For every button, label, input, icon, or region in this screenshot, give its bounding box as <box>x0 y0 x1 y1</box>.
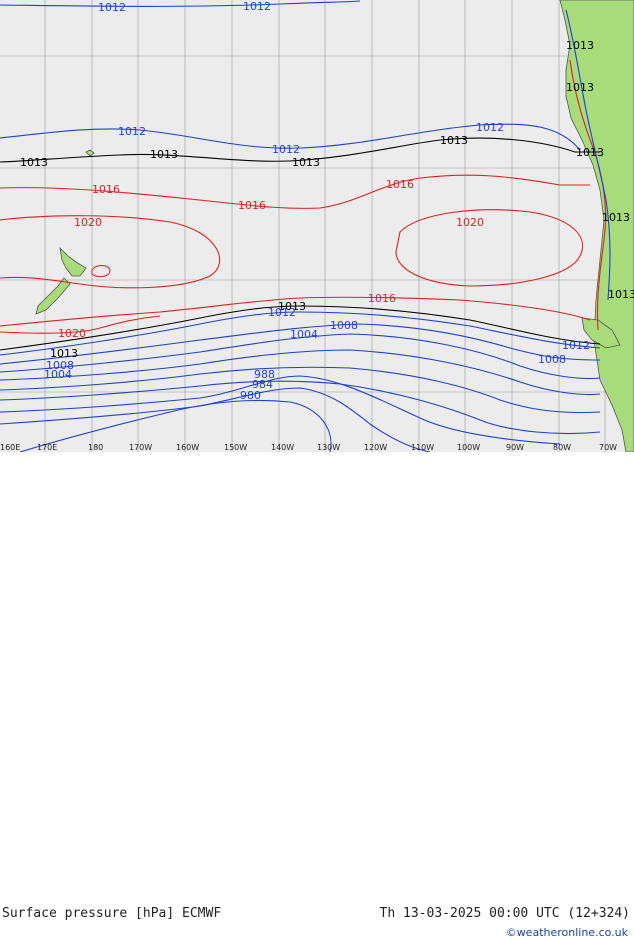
isobar-label: 1016 <box>368 292 396 305</box>
isobar-label: 1013 <box>278 300 306 313</box>
isobar-label: 1013 <box>566 39 594 52</box>
isobar-label: 1016 <box>238 199 266 212</box>
isobar-1013-upper <box>0 137 600 163</box>
isobar-label: 1020 <box>74 216 102 229</box>
valid-time: Th 13-03-2025 00:00 UTC (12+324) <box>379 906 630 921</box>
isobar-1013-lower <box>0 305 601 351</box>
footer-bar: Surface pressure [hPa] ECMWF Th 13-03-20… <box>0 452 634 939</box>
longitude-label: 150W <box>224 443 247 452</box>
isobar-label: 1008 <box>330 319 358 332</box>
isobar-coast-red <box>569 59 607 331</box>
isobar-1016-upper <box>0 174 590 209</box>
longitude-label: 110W <box>411 443 434 452</box>
longitude-label: 70W <box>599 443 617 452</box>
graticule <box>0 0 634 452</box>
isobar-label: 1012 <box>243 0 271 13</box>
isobar-label: 1013 <box>20 156 48 169</box>
isobar-label: 1013 <box>566 81 594 94</box>
isobar-label: 1012 <box>272 143 300 156</box>
ocean-background <box>0 0 634 452</box>
isobar-label: 1008 <box>46 359 74 372</box>
land-areas <box>35 0 634 452</box>
isobar-label: 1020 <box>456 216 484 229</box>
isobar-988 <box>0 375 561 445</box>
isobar-label: 1013 <box>576 146 604 159</box>
longitude-label: 160W <box>176 443 199 452</box>
tierra-del-fuego <box>581 317 621 349</box>
isobar-1004 <box>0 333 601 380</box>
isobar-label-layer: 1012 1012 1012 1012 1012 1013 1013 1013 … <box>20 0 634 402</box>
copyright-link[interactable]: ©weatheronline.co.uk <box>505 926 628 939</box>
longitude-label: 170E <box>37 443 57 452</box>
fiji-islands <box>85 149 95 157</box>
isobar-label: 984 <box>252 378 273 391</box>
isobar-label: 1020 <box>58 327 86 340</box>
pressure-map: 1012 1012 1012 1012 1012 1013 1013 1013 … <box>0 0 634 452</box>
new-zealand-south-island <box>35 277 71 315</box>
isobar-996 <box>0 366 601 414</box>
isobar-label: 1012 <box>562 339 590 352</box>
isobar-label: 1013 <box>440 134 468 147</box>
isobar-label: 1012 <box>98 1 126 14</box>
isobar-1020-east <box>395 209 584 287</box>
isobar-label: 1013 <box>150 148 178 161</box>
isobar-1012-top <box>0 0 361 7</box>
longitude-label: 180 <box>88 443 103 452</box>
isobar-984 <box>0 387 431 452</box>
isobar-label: 1004 <box>290 328 318 341</box>
isobar-1000 <box>0 349 601 396</box>
isobar-1012-lower <box>0 311 601 356</box>
isobar-label: 980 <box>240 389 261 402</box>
isobar-label: 1013 <box>50 347 78 360</box>
isobar-980 <box>19 399 332 452</box>
isobar-label: 1012 <box>268 306 296 319</box>
isobar-label: 1012 <box>476 121 504 134</box>
isobar-label: 1016 <box>386 178 414 191</box>
longitude-label: 80W <box>553 443 571 452</box>
chart-title: Surface pressure [hPa] ECMWF <box>2 906 222 921</box>
longitude-axis: 160E 170E 180 170W 160W 150W 140W 130W 1… <box>0 443 617 452</box>
longitude-label: 90W <box>506 443 524 452</box>
isobar-1008 <box>0 323 601 365</box>
isobar-label: 1012 <box>118 125 146 138</box>
longitude-label: 160E <box>0 443 20 452</box>
longitude-label: 170W <box>129 443 152 452</box>
longitude-label: 130W <box>317 443 340 452</box>
isobar-label: 988 <box>254 368 275 381</box>
isobar-1020-nz <box>91 264 111 278</box>
isobar-label: 1016 <box>92 183 120 196</box>
isobar-label: 1013 <box>292 156 320 169</box>
longitude-label: 120W <box>364 443 387 452</box>
isobar-1012-upper <box>0 123 581 151</box>
isobar-label: 1013 <box>608 288 634 301</box>
longitude-label: 140W <box>271 443 294 452</box>
isobar-label: 1004 <box>44 368 72 381</box>
isobar-label: 1008 <box>538 353 566 366</box>
isobar-1020-south <box>0 315 161 334</box>
isobar-coast-blue <box>565 9 611 301</box>
isobar-lines <box>0 0 611 452</box>
new-zealand-north-island <box>59 246 87 277</box>
isobar-label: 1013 <box>602 211 630 224</box>
isobar-1020-west <box>0 215 221 289</box>
isobar-1016-lower <box>0 296 591 327</box>
longitude-label: 100W <box>457 443 480 452</box>
